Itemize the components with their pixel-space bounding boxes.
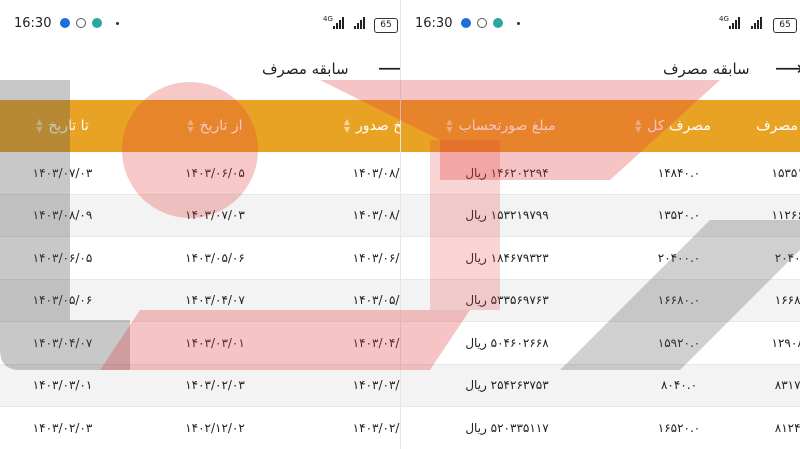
- cell-issue-date: ۱۴۰۳/۰۲/۰۸: [352, 420, 410, 435]
- table-row[interactable]: ۸۳۱۷.۲۴ ۸۰۴۰.۰ ۲۵۴۲۶۳۷۵۳ ریال: [401, 364, 800, 407]
- header-issue-date[interactable]: تاریخ صدور▲▼: [343, 117, 410, 135]
- table-row[interactable]: ۱۴۰۳/۰۲/۰۸ ۱۴۰۲/۱۲/۰۲ ۱۴۰۳/۰۲/۰۳: [0, 407, 410, 449]
- cell-average-usage: ۱۶۶۸۰.۰: [774, 293, 800, 308]
- battery-icon: 65: [374, 18, 398, 33]
- cell-bill-amount: ۵۲۰۳۳۵۱۱۷ ریال: [465, 420, 549, 435]
- cell-average-usage: ۸۳۱۷.۲۴: [774, 378, 800, 393]
- cell-from-date: ۱۴۰۳/۰۶/۰۵: [185, 165, 245, 180]
- cell-to-date: ۱۴۰۳/۰۵/۰۶: [32, 293, 93, 308]
- cell-issue-date: ۱۴۰۳/۰۵/۱۰: [352, 293, 410, 308]
- table-row[interactable]: ۱۱۲۶۶.۶۷ ۱۳۵۲۰.۰ ۱۵۳۲۱۹۷۹۹ ریال: [401, 194, 800, 237]
- battery-icon: 65: [773, 18, 797, 33]
- sort-icon: ▲ ▼: [446, 117, 453, 134]
- table-header: تاریخ صدور▲▼ از تاریخ▲▼ تا تاریخ▲▼: [0, 100, 410, 152]
- signal-icon-2: [354, 17, 365, 29]
- sort-icon: ▲ ▼: [343, 117, 351, 134]
- messenger-icon: [461, 18, 471, 28]
- cell-from-date: ۱۴۰۳/۰۳/۰۱: [185, 335, 245, 350]
- cell-bill-amount: ۵۰۴۶۰۲۶۶۸ ریال: [465, 335, 549, 350]
- table-row[interactable]: ۱۴۰۳/۰۶/۱۱ ۱۴۰۳/۰۵/۰۶ ۱۴۰۳/۰۶/۰۵: [0, 237, 410, 280]
- cell-to-date: ۱۴۰۳/۰۸/۰۹: [32, 208, 93, 223]
- cell-from-date: ۱۴۰۳/۰۴/۰۷: [185, 293, 245, 308]
- cell-from-date: ۱۴۰۲/۱۲/۰۲: [185, 420, 245, 435]
- signal-icon: [729, 17, 740, 29]
- cell-to-date: ۱۴۰۳/۰۲/۰۳: [32, 420, 93, 435]
- right-screen: 16:30 4G 65 سابقه مصرف ⟶ میانگین مصرف مص…: [400, 0, 800, 449]
- cell-bill-amount: ۱۸۴۶۷۹۳۲۳ ریال: [465, 250, 549, 265]
- cell-to-date: ۱۴۰۳/۰۶/۰۵: [32, 250, 93, 265]
- cell-bill-amount: ۵۳۳۵۶۹۷۶۳ ریال: [465, 293, 549, 308]
- bill-history-table: میانگین مصرف مصرف کل▲▼ مبلغ صورتحساب▲▼ ۱…: [401, 100, 800, 449]
- cell-total-usage: ۱۶۵۲۰.۰: [657, 420, 701, 435]
- cell-from-date: ۱۴۰۳/۰۷/۰۳: [185, 208, 245, 223]
- cell-total-usage: ۱۳۵۲۰.۰: [657, 208, 701, 223]
- table-row[interactable]: ۱۶۶۸۰.۰ ۱۶۶۸۰.۰ ۵۳۳۵۶۹۷۶۳ ریال: [401, 279, 800, 322]
- cell-total-usage: ۱۵۹۲۰.۰: [657, 335, 701, 350]
- page-title: سابقه مصرف: [262, 60, 349, 78]
- dot-icon: [116, 22, 119, 25]
- table-row[interactable]: ۸۱۲۴.۵۹ ۱۶۵۲۰.۰ ۵۲۰۳۳۵۱۱۷ ریال: [401, 407, 800, 449]
- cell-from-date: ۱۴۰۳/۰۲/۰۳: [185, 378, 245, 393]
- cell-average-usage: ۱۱۲۶۶.۶۷: [771, 208, 800, 223]
- signal-icon-2: [751, 17, 762, 29]
- cell-to-date: ۱۴۰۳/۰۴/۰۷: [32, 335, 93, 350]
- signal-icon: [333, 17, 344, 29]
- cell-from-date: ۱۴۰۳/۰۵/۰۶: [185, 250, 245, 265]
- status-bar: 16:30 4G 65: [0, 0, 410, 50]
- app-icon: [92, 18, 102, 28]
- table-row[interactable]: ۱۴۰۳/۰۴/۱۲ ۱۴۰۳/۰۳/۰۱ ۱۴۰۳/۰۴/۰۷: [0, 322, 410, 365]
- sort-icon: ▲ ▼: [187, 117, 194, 134]
- header-bill-amount[interactable]: مبلغ صورتحساب ▲ ▼: [446, 117, 556, 135]
- cell-average-usage: ۲۰۴۰۰.۰: [774, 250, 800, 265]
- header-total-usage[interactable]: مصرف کل ▲ ▼: [635, 117, 711, 135]
- sort-icon: ▲ ▼: [635, 117, 642, 134]
- bill-history-table: تاریخ صدور▲▼ از تاریخ▲▼ تا تاریخ▲▼ ۱۴۰۳/…: [0, 100, 410, 449]
- notification-icon: [477, 18, 487, 28]
- cell-issue-date: ۱۴۰۳/۰۸/۱۵: [352, 165, 410, 180]
- cell-total-usage: ۸۰۴۰.۰: [660, 378, 698, 393]
- table-row[interactable]: ۱۴۰۳/۰۵/۱۰ ۱۴۰۳/۰۴/۰۷ ۱۴۰۳/۰۵/۰۶: [0, 279, 410, 322]
- cell-average-usage: ۸۱۲۴.۵۹: [774, 420, 800, 435]
- table-row[interactable]: ۱۴۰۳/۰۳/۰۷ ۱۴۰۳/۰۲/۰۳ ۱۴۰۳/۰۳/۰۱: [0, 364, 410, 407]
- title-bar: سابقه مصرف ⟶: [401, 56, 800, 86]
- cell-to-date: ۱۴۰۳/۰۷/۰۳: [32, 165, 93, 180]
- network-type-label: 4G: [323, 15, 333, 23]
- network-type-label: 4G: [719, 15, 729, 23]
- cell-total-usage: ۱۶۶۸۰.۰: [657, 293, 701, 308]
- title-bar: سابقه مصرف ⟶: [0, 56, 410, 86]
- status-time: 16:30: [14, 16, 52, 31]
- cell-to-date: ۱۴۰۳/۰۳/۰۱: [32, 378, 93, 393]
- table-row[interactable]: ۲۰۴۰۰.۰ ۲۰۴۰۰.۰ ۱۸۴۶۷۹۳۲۳ ریال: [401, 237, 800, 280]
- page-title: سابقه مصرف: [663, 60, 750, 78]
- dot-icon: [517, 22, 520, 25]
- status-bar: 16:30 4G 65: [401, 0, 800, 50]
- cell-issue-date: ۱۴۰۳/۰۶/۱۱: [352, 250, 410, 265]
- cell-total-usage: ۱۴۸۴۰.۰: [657, 165, 701, 180]
- cell-average-usage: ۱۲۹۰۸.۱۱: [771, 335, 800, 350]
- table-row[interactable]: ۱۲۹۰۸.۱۱ ۱۵۹۲۰.۰ ۵۰۴۶۰۲۶۶۸ ریال: [401, 322, 800, 365]
- sort-icon: ▲ ▼: [36, 117, 43, 134]
- header-from-date[interactable]: از تاریخ ▲ ▼: [187, 117, 243, 135]
- cell-bill-amount: ۱۴۶۲۰۲۲۹۴ ریال: [465, 165, 549, 180]
- messenger-icon: [60, 18, 70, 28]
- notification-icon: [76, 18, 86, 28]
- cell-issue-date: ۱۴۰۳/۰۴/۱۲: [352, 335, 410, 350]
- left-screen: 16:30 4G 65 سابقه مصرف ⟶ تاریخ صدور▲▼ از…: [0, 0, 410, 449]
- cell-issue-date: ۱۴۰۳/۰۸/۱۵: [352, 208, 410, 223]
- table-row[interactable]: ۱۴۰۳/۰۸/۱۵ ۱۴۰۳/۰۶/۰۵ ۱۴۰۳/۰۷/۰۳: [0, 152, 410, 195]
- table-row[interactable]: ۱۴۰۳/۰۸/۱۵ ۱۴۰۳/۰۷/۰۳ ۱۴۰۳/۰۸/۰۹: [0, 194, 410, 237]
- status-time: 16:30: [415, 16, 453, 31]
- cell-total-usage: ۲۰۴۰۰.۰: [657, 250, 701, 265]
- cell-bill-amount: ۱۵۳۲۱۹۷۹۹ ریال: [465, 208, 549, 223]
- cell-bill-amount: ۲۵۴۲۶۳۷۵۳ ریال: [465, 378, 549, 393]
- header-average-usage[interactable]: میانگین مصرف: [756, 118, 800, 134]
- table-header: میانگین مصرف مصرف کل▲▼ مبلغ صورتحساب▲▼: [401, 100, 800, 152]
- back-arrow-icon[interactable]: ⟶: [775, 56, 800, 80]
- header-to-date[interactable]: تا تاریخ ▲ ▼: [36, 117, 89, 135]
- app-icon: [493, 18, 503, 28]
- cell-issue-date: ۱۴۰۳/۰۳/۰۷: [352, 378, 410, 393]
